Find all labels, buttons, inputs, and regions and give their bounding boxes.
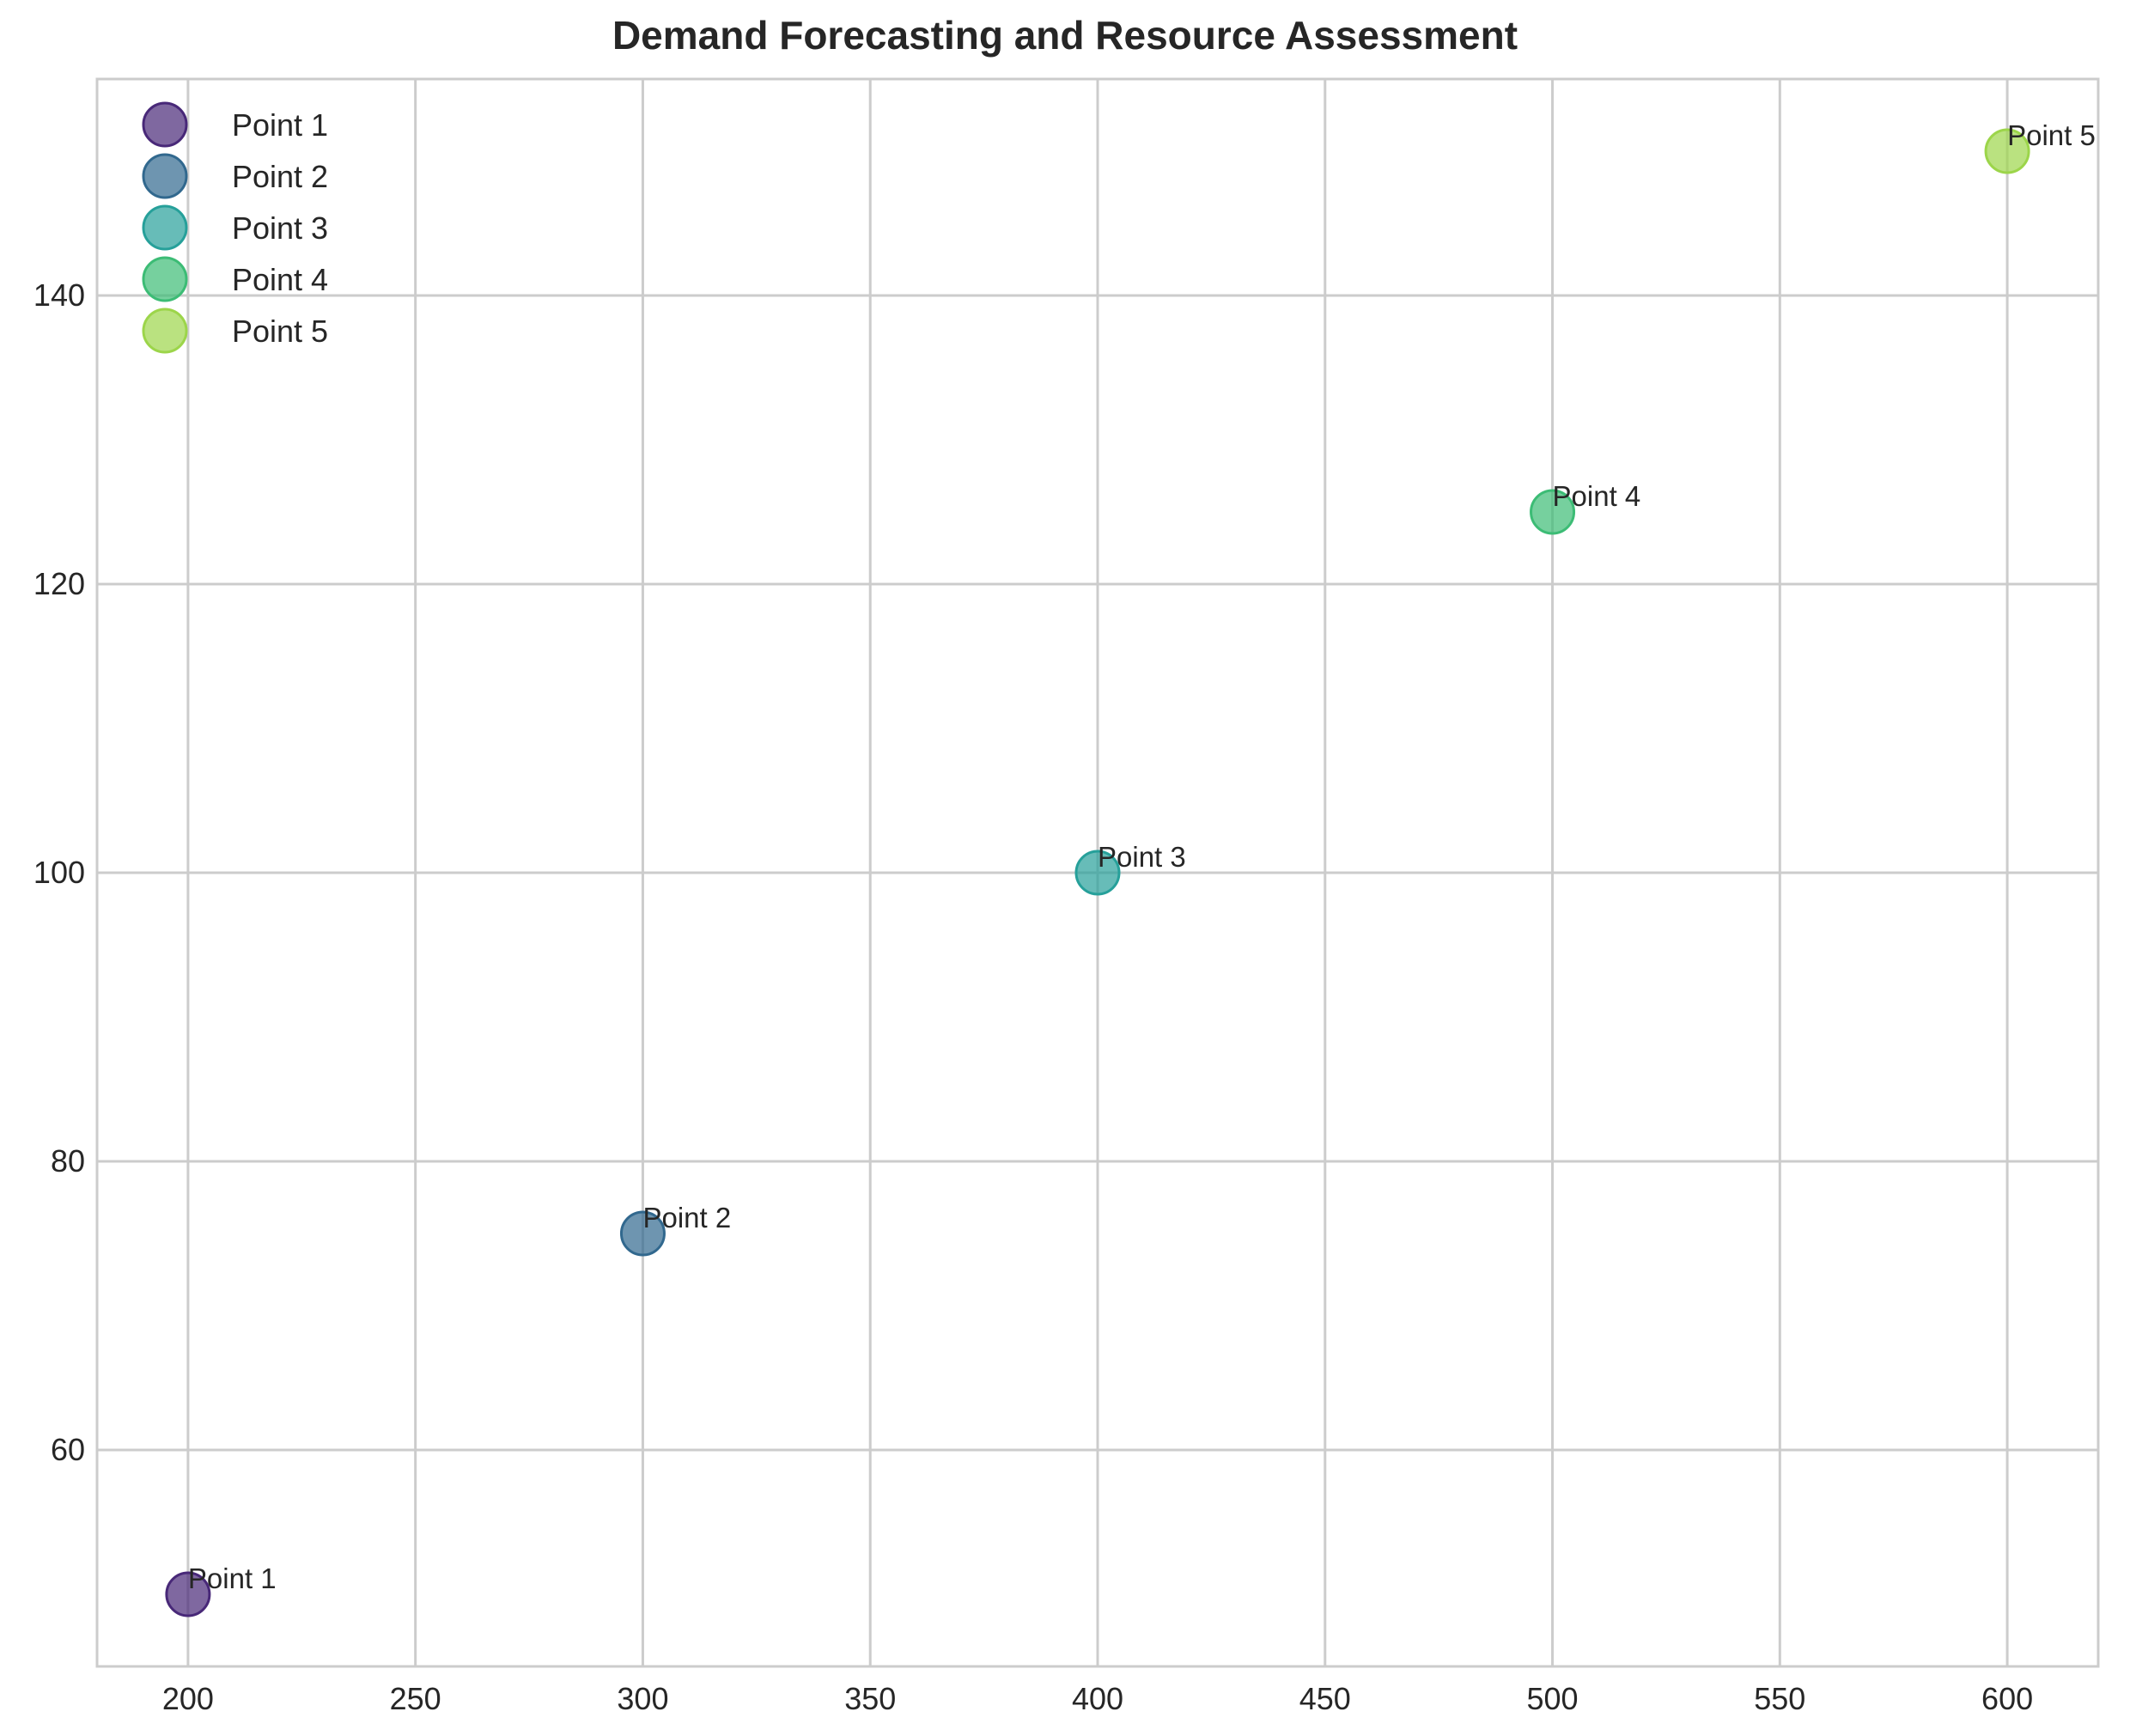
- y-tick-label: 60: [51, 1432, 85, 1467]
- legend-marker: [142, 101, 188, 148]
- legend-marker: [142, 153, 188, 199]
- legend-label: Point 5: [232, 314, 328, 349]
- x-tick-label: 450: [1299, 1681, 1351, 1716]
- x-axis-ticks: 200 250 300 350 400 450 500 550 600: [162, 1681, 2033, 1716]
- legend-label: Point 3: [232, 210, 328, 246]
- x-tick-label: 200: [162, 1681, 214, 1716]
- plot-frame: [95, 77, 2100, 1668]
- legend-label: Point 1: [232, 107, 328, 143]
- grid-lines: [97, 79, 2098, 1666]
- legend-label: Point 2: [232, 159, 328, 194]
- scatter-point: [1530, 489, 1576, 535]
- legend: Point 1 Point 2 Point 3 Point 4 Point 5: [142, 101, 328, 354]
- x-tick-label: 500: [1527, 1681, 1579, 1716]
- scatter-point: [165, 1571, 211, 1617]
- chart-title: Demand Forecasting and Resource Assessme…: [612, 13, 1518, 58]
- y-tick-label: 100: [33, 855, 85, 890]
- data-points: Point 1 Point 2 Point 3 Point 4 Point 5: [165, 119, 2096, 1617]
- x-tick-label: 400: [1072, 1681, 1123, 1716]
- legend-marker: [142, 308, 188, 354]
- legend-marker: [142, 256, 188, 302]
- legend-label: Point 4: [232, 262, 328, 297]
- y-tick-label: 140: [33, 277, 85, 313]
- point-annotation: Point 2: [642, 1202, 731, 1233]
- x-tick-label: 350: [844, 1681, 896, 1716]
- x-tick-label: 600: [1981, 1681, 2033, 1716]
- scatter-point: [1984, 128, 2030, 174]
- point-annotation: Point 3: [1098, 841, 1186, 873]
- point-annotation: Point 1: [188, 1562, 277, 1594]
- y-tick-label: 120: [33, 566, 85, 601]
- x-tick-label: 550: [1754, 1681, 1805, 1716]
- legend-marker: [142, 204, 188, 251]
- scatter-point: [619, 1210, 666, 1257]
- y-axis-ticks: 60 80 100 120 140: [33, 277, 85, 1467]
- point-annotation: Point 5: [2007, 119, 2096, 151]
- x-tick-label: 250: [390, 1681, 441, 1716]
- point-annotation: Point 4: [1553, 480, 1641, 512]
- x-tick-label: 300: [617, 1681, 668, 1716]
- y-tick-label: 80: [51, 1143, 85, 1179]
- scatter-point: [1074, 850, 1121, 896]
